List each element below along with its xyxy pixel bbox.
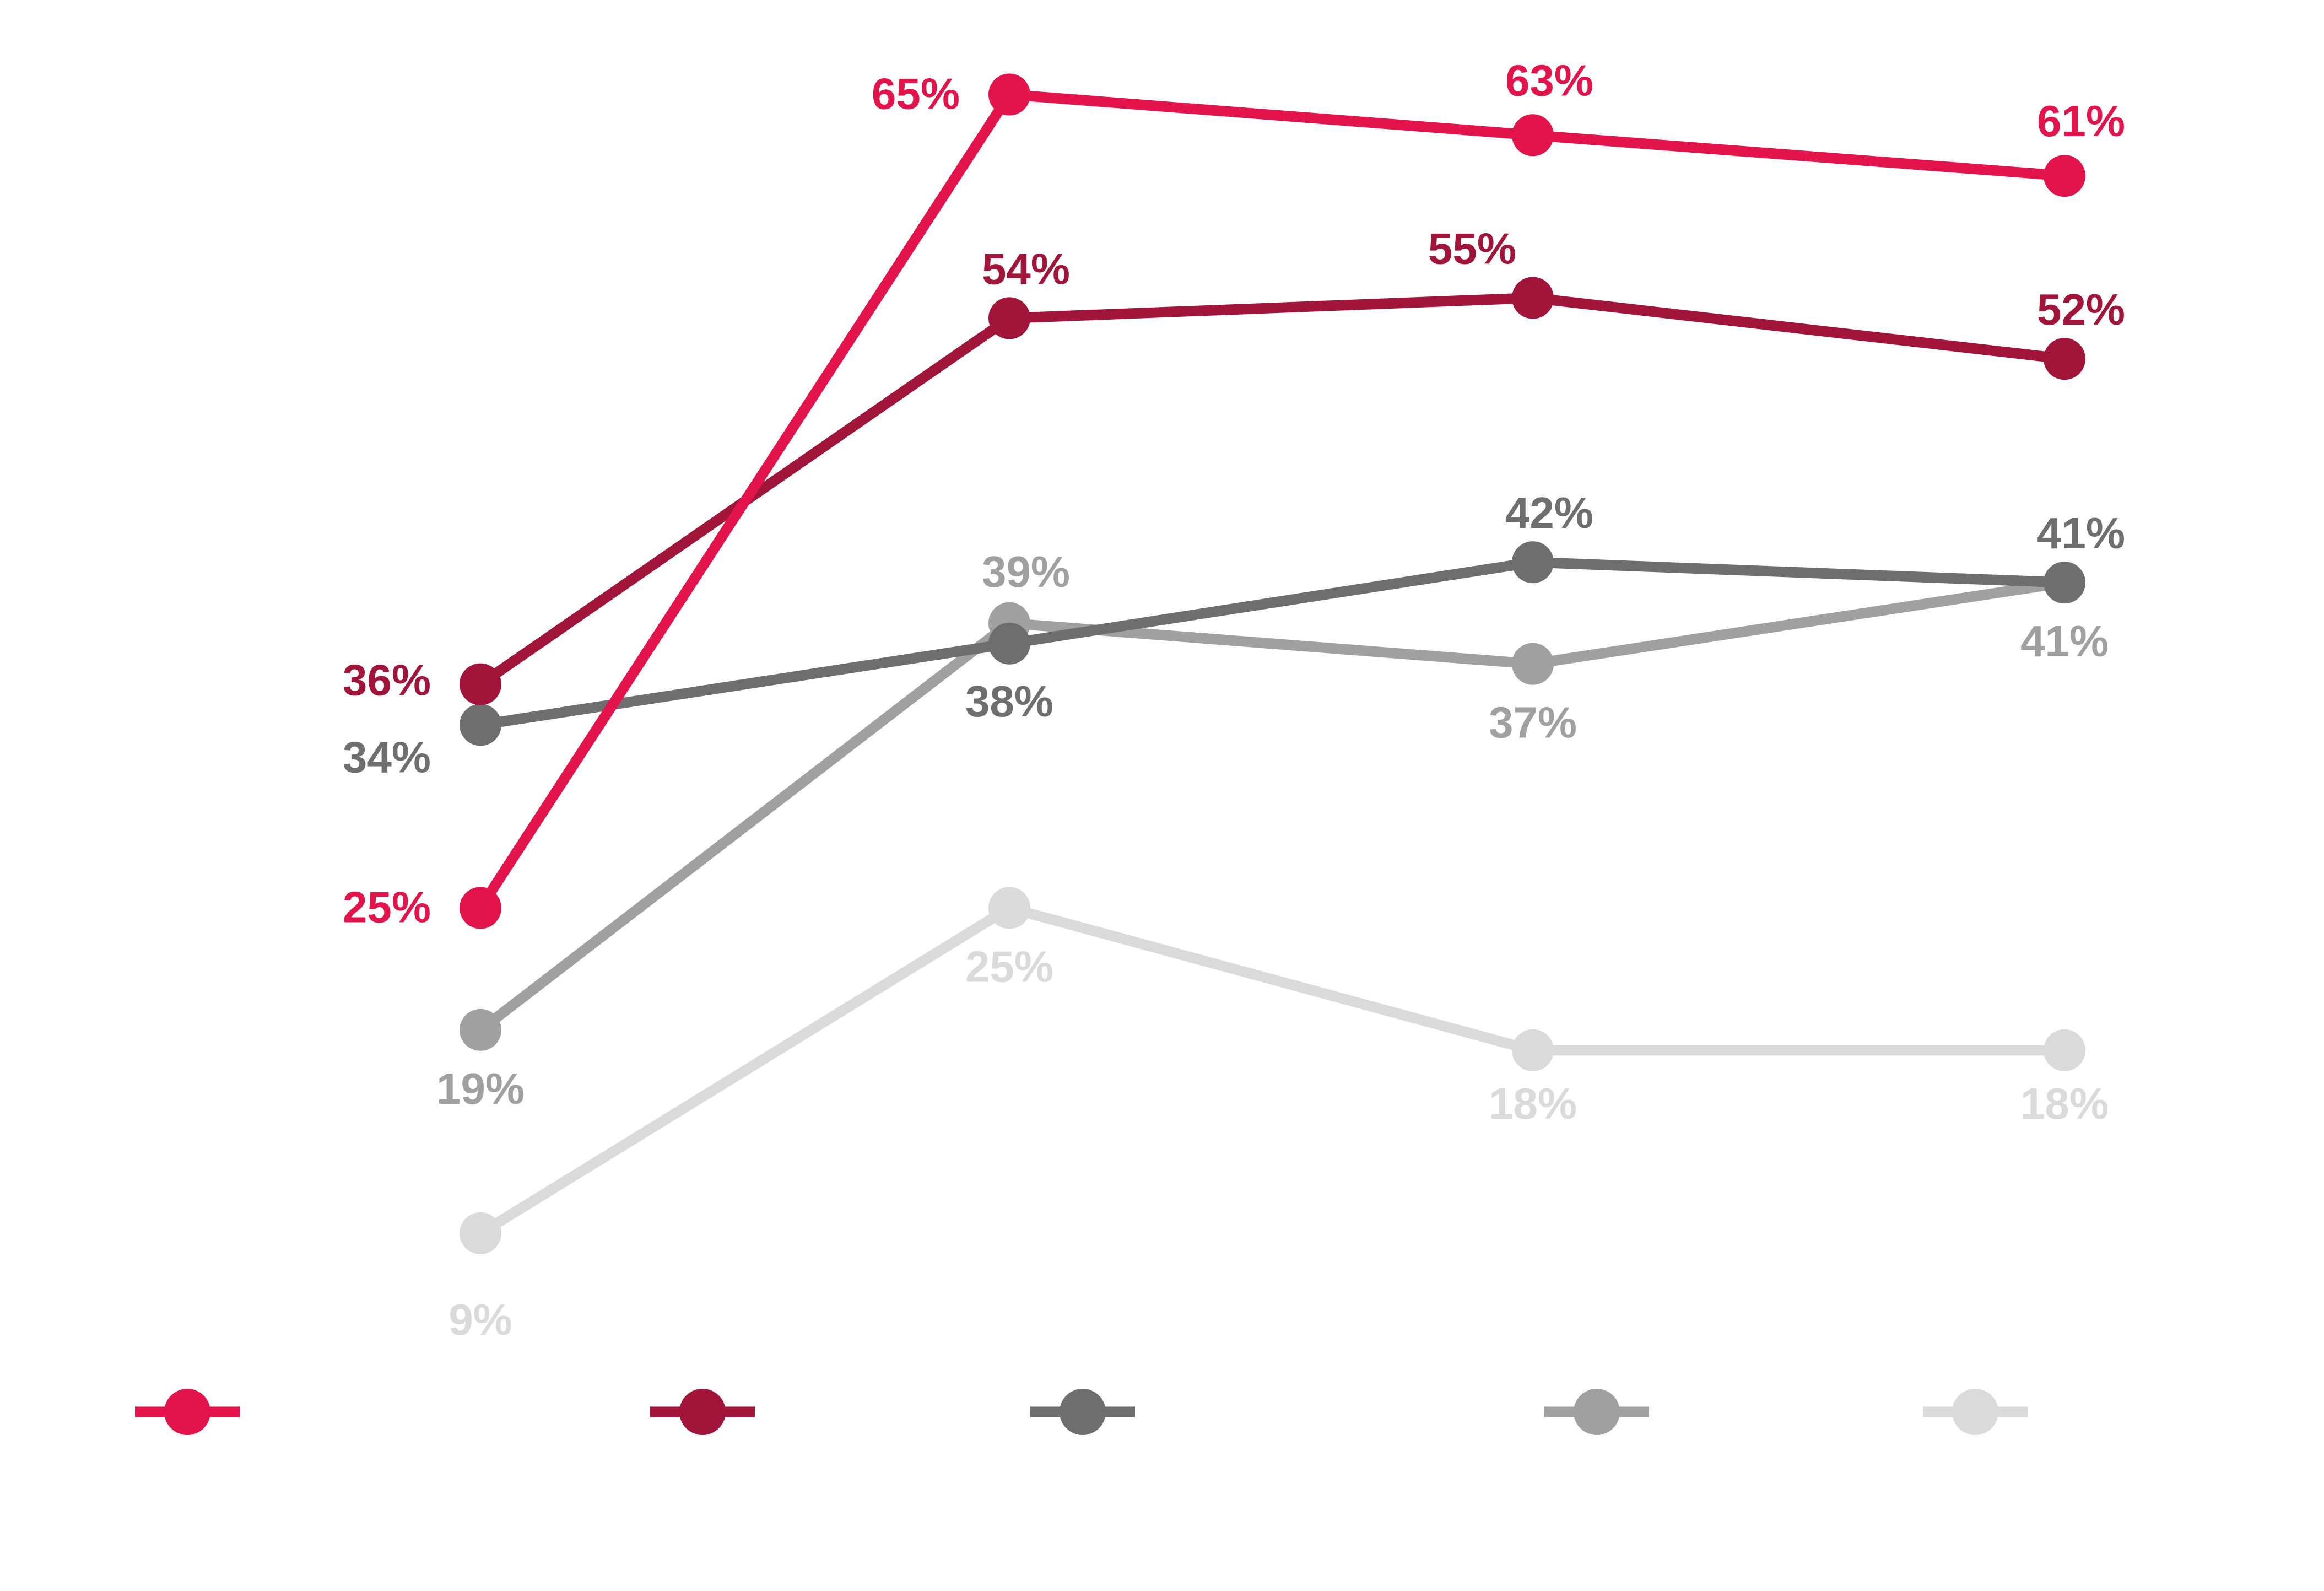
series-5-point-4 [2044, 1029, 2085, 1071]
series-5-point-1 [460, 1212, 501, 1254]
legend-item-3 [1030, 1389, 1135, 1435]
series-4-point-1 [460, 1008, 501, 1051]
series-2-label-3: 55% [1428, 224, 1516, 273]
series-4-point-3 [1512, 643, 1554, 685]
series-4-label-4: 41% [2020, 617, 2109, 666]
series-2-point-1 [460, 663, 501, 705]
legend-item-5 [1923, 1389, 2028, 1435]
series-1-point-2 [988, 73, 1030, 116]
series-2-point-2 [988, 297, 1030, 339]
data-labels: 25% 65% 63% 61% 36% 54% 55% 52% 34% 38% 42% 41% 19% 3… [343, 56, 2125, 1344]
series-2-line [475, 293, 2070, 690]
legend-item-4 [1544, 1389, 1649, 1435]
series-3-point-3 [1512, 541, 1554, 584]
series-lines [475, 89, 2070, 1239]
series-2-label-2: 54% [982, 244, 1070, 293]
series-2-label-1: 36% [343, 656, 431, 705]
series-4-label-1: 19% [436, 1064, 525, 1113]
series-3-label-2: 38% [965, 677, 1053, 726]
legend-dot-5 [1952, 1389, 1998, 1435]
series-3-point-2 [988, 622, 1030, 665]
series-3-point-4 [2044, 562, 2085, 604]
series-1-label-3: 63% [1505, 56, 1593, 105]
series-5-line [475, 903, 2070, 1239]
series-1-label-2: 65% [872, 69, 960, 118]
legend-dot-4 [1574, 1389, 1620, 1435]
series-1-point-1 [460, 887, 501, 929]
series-2-point-3 [1512, 277, 1554, 319]
series-3-point-1 [460, 704, 501, 746]
series-5-point-2 [988, 887, 1030, 929]
series-5-label-2: 25% [965, 942, 1053, 991]
series-3-label-3: 42% [1505, 488, 1593, 537]
series-5-point-3 [1512, 1029, 1554, 1071]
series-points [460, 73, 2085, 1254]
legend-dot-1 [164, 1389, 210, 1435]
series-3-label-1: 34% [343, 732, 431, 781]
series-3-line [475, 557, 2070, 730]
series-5-label-4: 18% [2020, 1079, 2109, 1128]
series-2-point-4 [2044, 338, 2085, 380]
series-5-label-3: 18% [1489, 1079, 1577, 1128]
legend-dot-2 [679, 1389, 726, 1435]
series-4-line [475, 577, 2070, 1036]
series-4-label-2: 39% [982, 547, 1070, 596]
series-4-label-3: 37% [1489, 698, 1577, 747]
series-5-label-1: 9% [448, 1295, 512, 1344]
legend-item-2 [650, 1389, 755, 1435]
legend [135, 1389, 2028, 1435]
series-1-label-1: 25% [343, 883, 431, 932]
series-1-line [475, 89, 2070, 913]
series-3-label-4: 41% [2037, 509, 2125, 558]
legend-item-1 [135, 1389, 240, 1435]
series-2-label-4: 52% [2037, 285, 2125, 334]
legend-dot-3 [1060, 1389, 1106, 1435]
series-1-label-4: 61% [2037, 96, 2125, 145]
series-1-point-4 [2044, 155, 2085, 197]
series-1-point-3 [1512, 114, 1554, 157]
